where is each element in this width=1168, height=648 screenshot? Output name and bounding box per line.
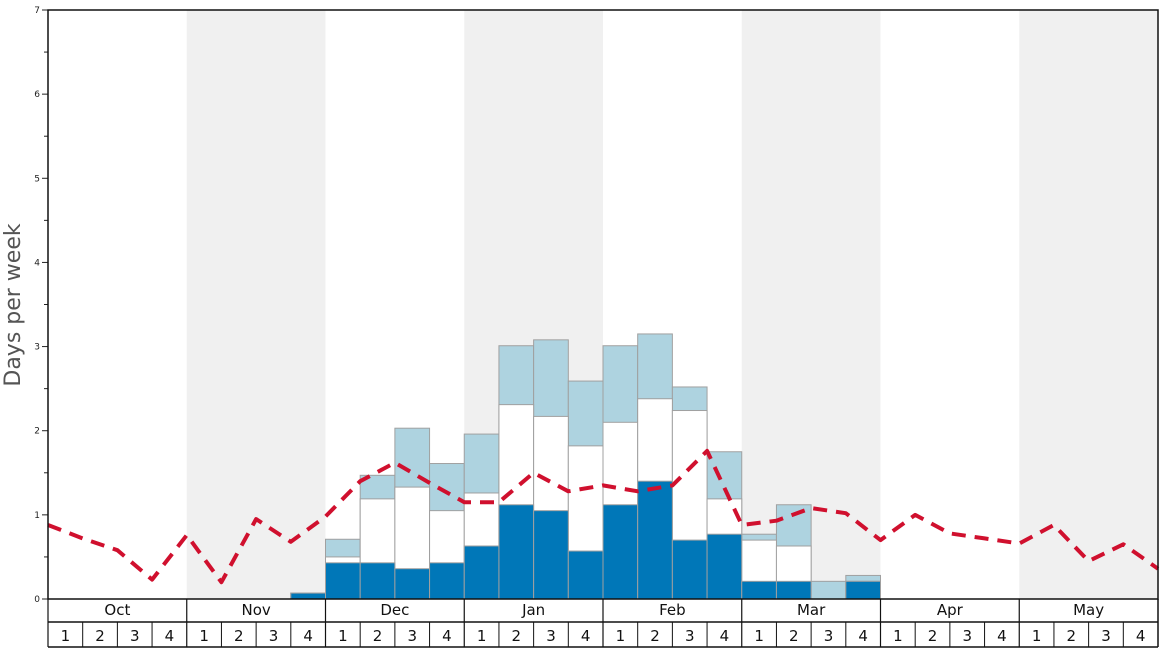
week-label: 4 [997,627,1007,645]
week-label: 3 [130,627,140,645]
month-label: Nov [241,601,270,619]
bar-dark [463,545,500,600]
y-tick-label: 6 [34,90,40,100]
y-tick-label: 5 [34,174,40,184]
bar-dark [706,533,743,600]
bar-dark [429,562,465,600]
week-label: 1 [893,627,903,645]
week-label: 3 [407,627,417,645]
week-label: 2 [928,627,938,645]
y-tick-label: 4 [34,258,40,268]
y-tick-label: 1 [34,511,40,521]
week-label: 2 [650,627,660,645]
month-label: Jan [521,601,545,619]
week-label: 2 [95,627,105,645]
y-tick-label: 7 [34,6,40,16]
week-label: 2 [234,627,244,645]
bars [290,333,881,600]
week-label: 3 [962,627,972,645]
x-axis: Oct 1 2 3 4 Nov 1 2 3 4 Dec 1 2 3 4 Jan 1 2 3 4 Feb 1 2 3 4 Mar 1 2… [47,599,1159,648]
month-label: May [1073,601,1104,619]
week-label: 1 [616,627,626,645]
week-label: 1 [754,627,764,645]
y-tick-label: 3 [34,343,40,353]
plot-frame [47,9,1159,600]
week-label: 3 [269,627,279,645]
y-axis-label: Days per week [1,223,26,386]
week-label: 3 [824,627,834,645]
bar-dark [845,580,881,600]
week-label: 3 [685,627,695,645]
week-label: 3 [546,627,556,645]
month-label: Apr [937,601,964,619]
bar-dark [741,580,777,600]
bar-dark [290,592,326,600]
y-tick-label: 2 [34,427,40,437]
week-label: 4 [442,627,452,645]
week-label: 1 [338,627,348,645]
week-label: 2 [789,627,799,645]
week-label: 4 [858,627,868,645]
month-band [186,10,326,599]
month-label: Feb [659,601,686,619]
week-label: 4 [165,627,175,645]
week-label: 1 [1032,627,1042,645]
month-band [741,10,881,599]
month-bands [186,10,1158,599]
bar-dark [359,562,396,600]
bar-dark [533,510,569,600]
week-label: 1 [199,627,209,645]
bar-dark [775,580,812,600]
week-label: 3 [1101,627,1111,645]
week-label: 4 [1136,627,1146,645]
week-label: 4 [581,627,591,645]
bar-dark [498,504,535,600]
month-label: Oct [104,601,130,619]
month-label: Mar [797,601,826,619]
month-label: Dec [380,601,409,619]
week-label: 4 [720,627,730,645]
bar-dark [671,539,708,600]
bar-dark [602,504,639,600]
week-label: 1 [61,627,71,645]
week-label: 2 [512,627,522,645]
bar-dark [325,562,361,600]
bar-dark [394,568,431,600]
month-band [1019,10,1158,599]
average-line [47,448,1160,585]
week-label: 4 [303,627,313,645]
average-line-path [47,448,1160,585]
week-label: 1 [477,627,487,645]
week-label: 2 [373,627,383,645]
bar-light [810,580,847,600]
y-axis: 0 1 2 3 4 5 6 7 [34,6,48,605]
week-label: 2 [1067,627,1077,645]
bar-dark [567,550,604,600]
bar-dark [637,480,673,600]
y-tick-label: 0 [34,595,40,605]
